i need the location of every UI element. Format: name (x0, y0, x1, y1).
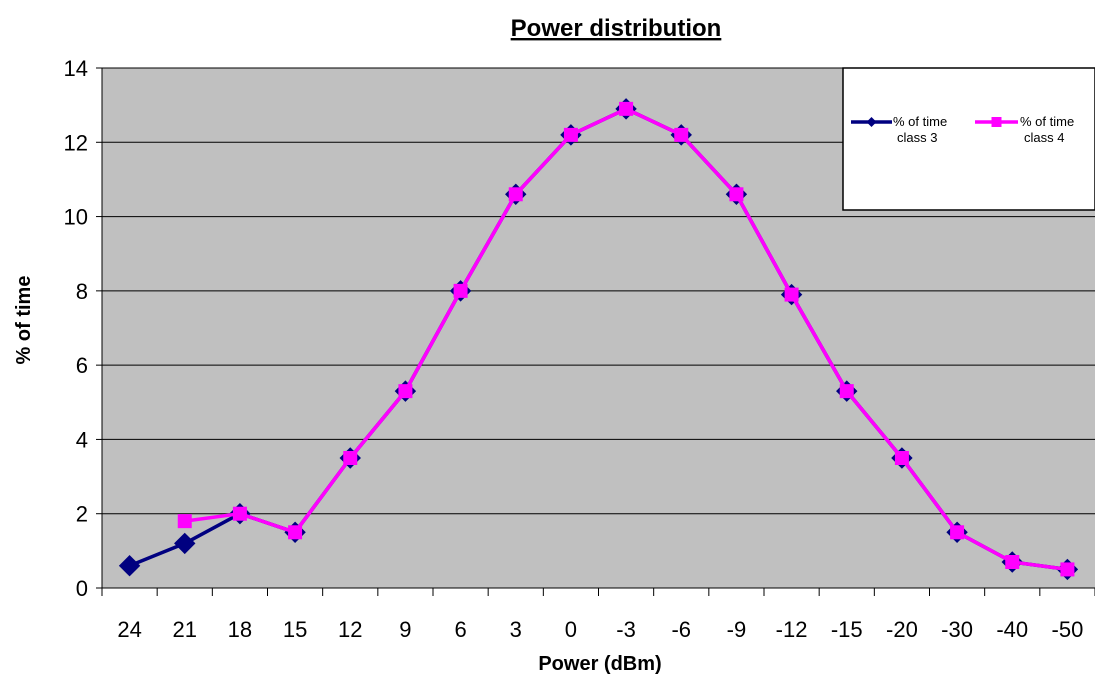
y-tick-label: 4 (76, 427, 88, 452)
x-axis-ticks: 24 21 18 15 12 9 6 3 0 -3 -6 -9 -12 -15 -20 -30 -40 -50 (101, 588, 1095, 642)
legend-marker-square (991, 117, 1002, 127)
data-point-square (674, 127, 689, 142)
x-tick-label: -40 (996, 617, 1028, 642)
y-tick-label: 10 (64, 205, 88, 230)
x-tick-label: -20 (886, 617, 918, 642)
data-point-square (232, 506, 247, 521)
legend-label-line-2: class 3 (897, 130, 937, 145)
legend-label-line-1: % of time (1020, 114, 1074, 129)
data-point-square (453, 283, 468, 298)
x-tick-label: 9 (399, 617, 411, 642)
data-point-square (1060, 562, 1075, 577)
data-point-square (894, 451, 909, 465)
data-point-diamond (174, 532, 196, 555)
data-point-square (343, 451, 358, 465)
data-point-square (177, 514, 192, 529)
legend-entry-class-3: % of time class 3 (851, 114, 947, 145)
x-tick-label: -6 (671, 617, 691, 642)
y-tick-label: 6 (76, 353, 88, 378)
data-point-square (398, 384, 413, 399)
x-tick-label: 21 (173, 617, 197, 642)
legend-marker-diamond (866, 117, 877, 127)
data-point-square (839, 384, 854, 399)
legend: % of time class 3% of time class 4 (842, 67, 1095, 211)
data-point-square (950, 525, 965, 540)
data-point-square (619, 101, 634, 116)
x-tick-label: 0 (565, 617, 577, 642)
data-point-square (1005, 555, 1020, 569)
data-point-diamond (118, 555, 141, 577)
y-tick-label: 2 (76, 502, 88, 527)
legend-label-line-1: % of time (893, 114, 947, 129)
x-tick-label: -3 (616, 617, 636, 642)
chart-title: Power distribution (511, 15, 722, 42)
data-point-square (563, 127, 578, 142)
x-tick-label: 3 (510, 617, 522, 642)
x-tick-label: -9 (727, 617, 747, 642)
x-tick-label: 18 (228, 617, 252, 642)
data-point-square (288, 525, 303, 540)
y-tick-label: 14 (64, 56, 88, 81)
data-point-square (784, 287, 799, 302)
y-tick-label: 12 (64, 130, 88, 155)
x-tick-label: 12 (338, 617, 362, 642)
legend-label: % of time class 4 (1020, 114, 1074, 145)
y-tick-label: 0 (76, 576, 88, 601)
data-point-square (729, 187, 744, 202)
y-tick-label: 8 (76, 279, 88, 304)
x-tick-label: 6 (454, 617, 466, 642)
x-tick-label: 15 (283, 617, 307, 642)
y-axis-ticks: 0 2 4 6 8 10 12 14 (64, 56, 102, 601)
x-tick-label: -15 (831, 617, 863, 642)
x-tick-label: 24 (117, 617, 141, 642)
x-tick-label: -50 (1052, 617, 1084, 642)
x-tick-label: -30 (941, 617, 973, 642)
y-axis-title: % of time (13, 276, 35, 365)
legend-box (842, 67, 1095, 211)
x-axis-title: Power (dBm) (538, 653, 661, 675)
x-tick-label: -12 (776, 617, 808, 642)
data-point-square (508, 187, 523, 202)
legend-entry-class-4: % of time class 4 (975, 114, 1074, 145)
legend-label-line-2: class 4 (1024, 130, 1064, 145)
legend-label: % of time class 3 (893, 114, 947, 145)
series (118, 98, 1079, 581)
series-class-4 (177, 101, 1075, 577)
